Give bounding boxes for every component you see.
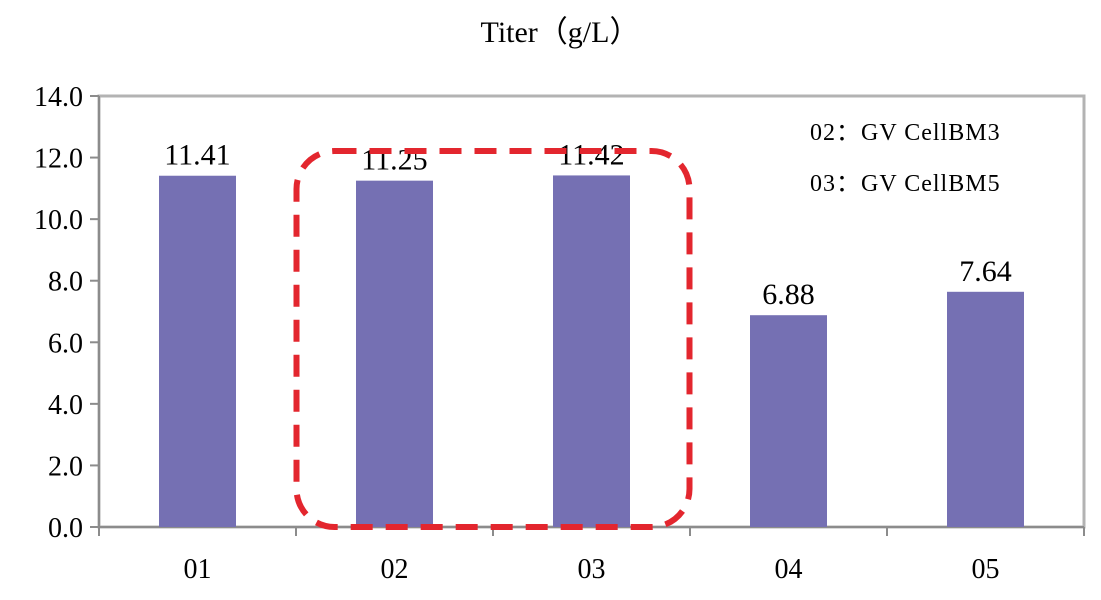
bar-05 — [947, 291, 1024, 527]
y-tick-label: 10.0 — [34, 205, 83, 236]
bar-01 — [159, 175, 236, 528]
y-tick-label: 2.0 — [48, 451, 83, 482]
value-label-04: 6.88 — [762, 278, 815, 311]
bar-04 — [750, 315, 827, 527]
y-tick-label: 0.0 — [48, 513, 83, 544]
value-label-03: 11.42 — [558, 138, 624, 171]
y-tick-label: 14.0 — [34, 82, 83, 113]
category-label-02: 02 — [381, 554, 409, 585]
category-label-01: 01 — [184, 554, 212, 585]
x-tick-labels: 01 02 03 04 05 — [184, 554, 1000, 585]
y-tick-label: 6.0 — [48, 328, 83, 359]
data-labels: 11.41 11.25 11.426.887.64 — [164, 138, 1011, 311]
category-label-04: 04 — [775, 554, 803, 585]
y-tick-labels: 0.0 2.0 4.0 6.0 8.0 10.0 12.0 14.0 — [34, 82, 83, 544]
category-label-03: 03 — [578, 554, 606, 585]
y-tick-label: 4.0 — [48, 390, 83, 421]
annotation-03: 03：GV CellBM5 — [810, 171, 1001, 197]
bar-02 — [356, 180, 433, 528]
y-tick-label: 12.0 — [34, 144, 83, 175]
bar-03 — [553, 175, 630, 528]
annotation-02: 02：GV CellBM3 — [810, 120, 1001, 146]
value-label-01: 11.41 — [164, 139, 230, 172]
category-label-05: 05 — [972, 554, 1000, 585]
highlight-box — [293, 148, 693, 530]
chart-title: Titer（g/L） — [481, 16, 640, 49]
y-tick-label: 8.0 — [48, 267, 83, 298]
bar-series — [159, 175, 1024, 528]
y-axis — [90, 95, 100, 528]
value-label-05: 7.64 — [959, 255, 1012, 288]
